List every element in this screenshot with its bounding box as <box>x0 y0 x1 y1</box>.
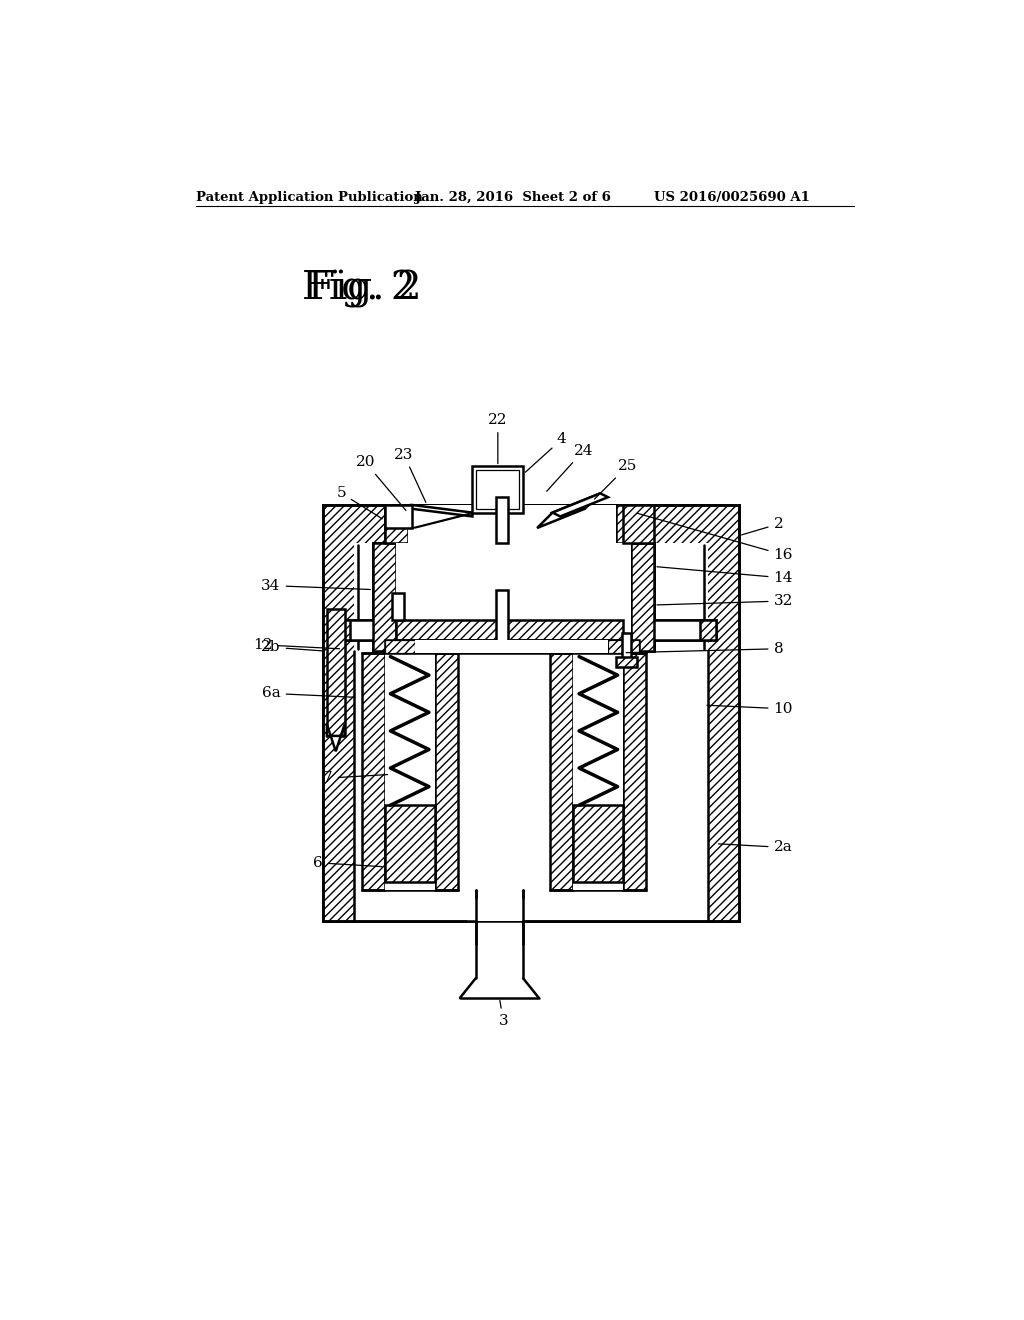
Text: 24: 24 <box>547 444 593 491</box>
Bar <box>323 506 354 921</box>
Bar <box>323 506 354 921</box>
Bar <box>476 470 519 508</box>
Text: 14: 14 <box>657 566 793 585</box>
Text: 5: 5 <box>337 486 382 519</box>
Text: Fig. 2: Fig. 2 <box>307 271 421 308</box>
Bar <box>385 640 416 653</box>
Bar <box>323 506 739 545</box>
Bar <box>385 506 408 544</box>
Text: 2a: 2a <box>719 841 793 854</box>
Text: 32: 32 <box>657 594 793 609</box>
Bar <box>496 498 508 544</box>
Bar <box>705 544 739 898</box>
Text: 8: 8 <box>626 642 783 656</box>
Text: 6: 6 <box>313 855 382 870</box>
Text: 3: 3 <box>499 1001 508 1028</box>
Text: 6a: 6a <box>262 686 355 701</box>
Text: 2: 2 <box>741 517 783 535</box>
Bar <box>608 640 639 653</box>
Bar <box>323 506 739 544</box>
Bar <box>624 506 654 544</box>
Bar <box>550 653 573 890</box>
Bar <box>622 634 631 660</box>
Polygon shape <box>327 725 345 751</box>
Bar <box>462 651 527 896</box>
Polygon shape <box>412 506 472 516</box>
Polygon shape <box>412 512 476 528</box>
Bar <box>615 657 637 667</box>
Bar <box>435 653 458 890</box>
Text: 4: 4 <box>525 433 566 473</box>
Bar <box>354 544 708 921</box>
Bar <box>385 805 435 882</box>
Text: Patent Application Publication: Patent Application Publication <box>196 191 423 203</box>
Bar <box>361 653 385 890</box>
Bar <box>496 590 508 651</box>
Bar <box>396 544 631 651</box>
Bar <box>416 640 608 653</box>
Bar <box>335 620 716 640</box>
Bar <box>654 545 705 651</box>
Text: 22: 22 <box>488 413 508 463</box>
Text: 25: 25 <box>595 459 637 499</box>
Bar <box>631 544 654 651</box>
Bar <box>323 898 739 921</box>
Bar <box>385 653 435 890</box>
Text: 10: 10 <box>707 702 793 715</box>
Bar <box>354 544 610 898</box>
Text: Jan. 28, 2016  Sheet 2 of 6: Jan. 28, 2016 Sheet 2 of 6 <box>416 191 611 203</box>
Text: 7: 7 <box>323 771 388 785</box>
Polygon shape <box>538 494 600 528</box>
Text: 34: 34 <box>261 578 371 593</box>
Bar <box>396 620 624 640</box>
Bar <box>373 544 654 651</box>
Bar <box>573 653 624 890</box>
Bar <box>700 620 716 640</box>
Text: 12: 12 <box>254 638 340 652</box>
Bar <box>654 651 705 896</box>
Text: Fig. 2: Fig. 2 <box>301 271 415 308</box>
Bar <box>573 805 624 882</box>
Bar <box>708 506 739 921</box>
Bar <box>323 544 357 898</box>
Bar <box>462 545 550 651</box>
Polygon shape <box>553 494 608 516</box>
Bar <box>472 466 523 512</box>
Bar <box>385 640 639 653</box>
Bar <box>392 594 403 620</box>
Text: 2b: 2b <box>261 640 325 655</box>
Bar <box>323 896 739 921</box>
Bar <box>385 504 412 528</box>
Text: 20: 20 <box>355 455 406 511</box>
Bar <box>408 506 615 544</box>
Text: US 2016/0025690 A1: US 2016/0025690 A1 <box>654 191 810 203</box>
Bar <box>624 653 646 890</box>
Text: 23: 23 <box>394 447 426 503</box>
Bar <box>323 506 739 544</box>
Text: 16: 16 <box>638 513 793 562</box>
Bar <box>327 609 345 737</box>
Bar <box>335 620 350 640</box>
Bar <box>373 544 396 651</box>
Bar <box>615 506 639 544</box>
Bar <box>385 506 639 544</box>
Bar <box>708 506 739 921</box>
